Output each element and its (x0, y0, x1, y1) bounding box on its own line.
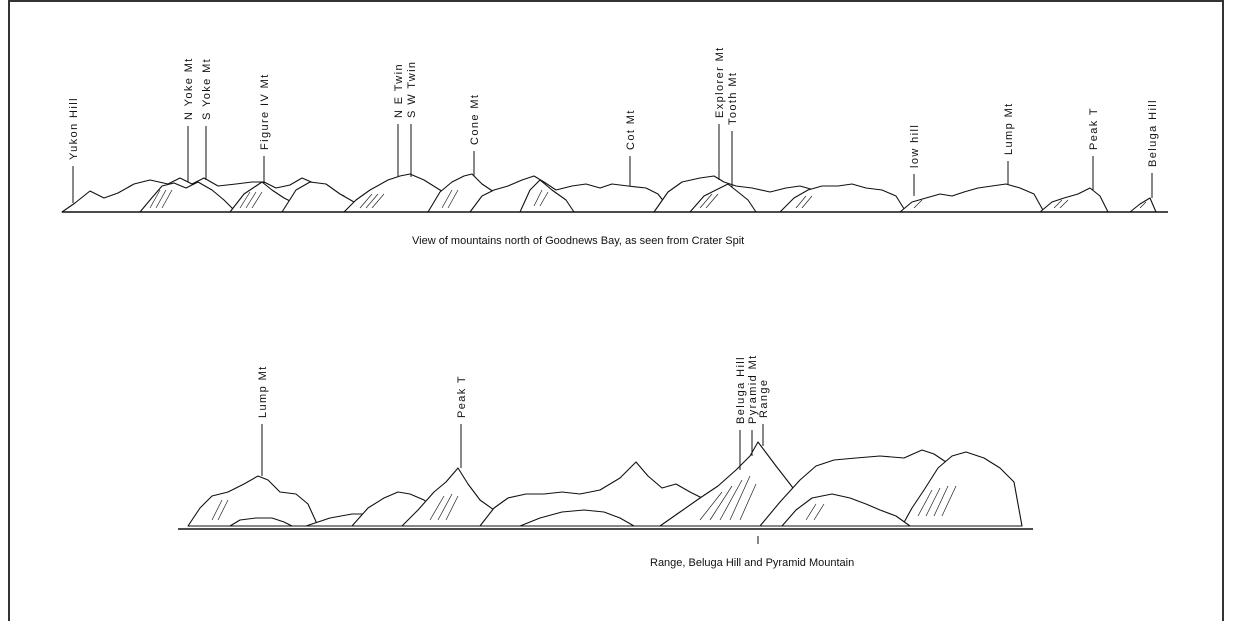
peak-label: Pyramid Mt (747, 354, 759, 424)
panel1-hatching (149, 189, 1147, 209)
peak-label: Figure IV Mt (259, 73, 271, 150)
peak-label: low hill (909, 124, 921, 168)
panel-goodnews-bay: Yukon Hill N Yoke Mt S Yoke Mt Figure IV Mt… (61, 46, 1168, 247)
panel2-hatching (211, 475, 957, 521)
peak-label: N E Twin (393, 63, 405, 118)
peak-label: Tooth Mt (727, 72, 739, 125)
panel-range-beluga-pyramid: Lump Mt Peak T Beluga Hill Pyramid Mt Range … (178, 354, 1033, 569)
peak-label: Cot Mt (625, 109, 637, 150)
peak-label: Explorer Mt (714, 46, 726, 118)
panel2-peak-labels: Lump Mt Peak T Beluga Hill Pyramid Mt Range (257, 354, 770, 476)
peak-label: S W Twin (406, 61, 418, 118)
peak-label: N Yoke Mt (183, 57, 195, 120)
peak-label: Lump Mt (257, 365, 269, 418)
peak-label: Beluga Hill (1147, 99, 1159, 167)
peak-label: Range (758, 379, 770, 418)
panel1-caption: View of mountains north of Goodnews Bay,… (412, 235, 744, 247)
peak-label: Peak T (1088, 107, 1100, 150)
peak-label: Yukon Hill (68, 97, 80, 160)
peak-label: Lump Mt (1003, 102, 1015, 155)
peak-label: S Yoke Mt (201, 58, 213, 120)
peak-label: Beluga Hill (735, 356, 747, 424)
panel1-peak-labels: Yukon Hill N Yoke Mt S Yoke Mt Figure IV Mt… (68, 46, 1159, 203)
peak-label: Peak T (456, 375, 468, 418)
panel2-caption: Range, Beluga Hill and Pyramid Mountain (650, 557, 854, 569)
panel2-ridges (187, 441, 1023, 527)
panel1-ridges (61, 173, 1157, 213)
peak-label: Cone Mt (469, 94, 481, 145)
